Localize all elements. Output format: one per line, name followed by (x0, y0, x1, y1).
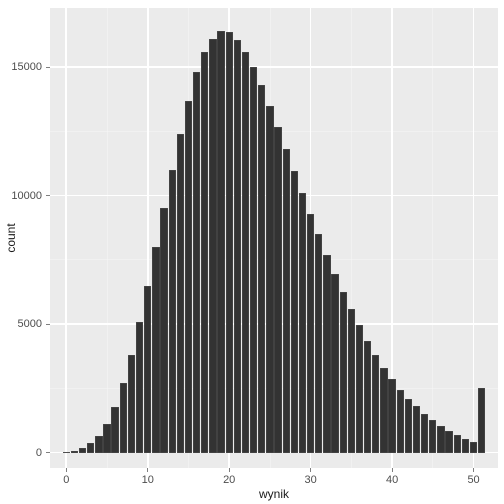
histogram-bar (71, 451, 78, 453)
y-tick-label: 15000 (0, 61, 42, 73)
histogram-bar (136, 322, 143, 453)
histogram-bar (388, 379, 395, 452)
histogram-bar (87, 443, 94, 452)
x-tick-mark (310, 468, 311, 472)
histogram-bar (274, 127, 281, 452)
y-axis-title: count (4, 223, 18, 252)
histogram-bar (242, 52, 249, 453)
histogram-bar (234, 40, 241, 452)
x-tick-label: 50 (467, 474, 479, 486)
histogram-bar (79, 448, 86, 452)
histogram-bar (454, 435, 461, 452)
x-tick-mark (392, 468, 393, 472)
x-tick-mark (473, 468, 474, 472)
x-tick-label: 0 (63, 474, 69, 486)
x-tick-label: 30 (305, 474, 317, 486)
histogram-bar (144, 286, 151, 453)
histogram-bar (323, 255, 330, 453)
histogram-bar (462, 439, 469, 453)
histogram-bar (307, 214, 314, 453)
y-tick-label: 5000 (0, 318, 42, 330)
histogram-bar (291, 171, 298, 452)
histogram-bar (128, 355, 135, 453)
histogram-bar (120, 383, 127, 452)
histogram-bar (413, 406, 420, 452)
histogram-bar (169, 170, 176, 453)
x-tick-label: 20 (223, 474, 235, 486)
histogram-bar (177, 134, 184, 453)
histogram-bar (103, 424, 110, 453)
histogram-bar (160, 208, 167, 452)
y-tick-mark (46, 195, 50, 196)
x-axis-title: wynik (259, 487, 289, 501)
gridline-x (65, 8, 67, 468)
chart-root: 0 5000 10000 15000 0 10 20 30 40 50 count wynik (0, 0, 504, 504)
histogram-bar (364, 341, 371, 453)
histogram-bar (315, 234, 322, 452)
gridline-x (432, 8, 433, 468)
histogram-bar (356, 325, 363, 452)
y-tick-label: 0 (0, 447, 42, 459)
histogram-bar (266, 106, 273, 453)
histogram-bar (340, 292, 347, 453)
histogram-bar (209, 39, 216, 453)
histogram-bar (470, 442, 477, 453)
histogram-bar (397, 390, 404, 453)
histogram-bar (283, 149, 290, 452)
x-tick-label: 10 (142, 474, 154, 486)
histogram-bar (429, 420, 436, 453)
histogram-bar (445, 431, 452, 453)
y-tick-mark (46, 67, 50, 68)
histogram-bar (437, 426, 444, 453)
histogram-bar (217, 31, 224, 452)
x-tick-label: 40 (386, 474, 398, 486)
x-tick-mark (66, 468, 67, 472)
histogram-bar (95, 436, 102, 453)
y-tick-mark (46, 324, 50, 325)
histogram-bar (331, 274, 338, 453)
histogram-bar (63, 452, 70, 453)
histogram-bar (152, 247, 159, 453)
histogram-bar (185, 101, 192, 453)
histogram-bar (201, 52, 208, 453)
histogram-bar (348, 309, 355, 453)
histogram-bar (478, 388, 485, 452)
gridline-y (50, 66, 498, 68)
x-tick-mark (147, 468, 148, 472)
histogram-bar (421, 414, 428, 453)
histogram-bar (258, 85, 265, 452)
gridline-x (107, 8, 108, 468)
histogram-bar (405, 399, 412, 453)
histogram-bar (250, 67, 257, 452)
gridline-x (473, 8, 475, 468)
x-tick-mark (229, 468, 230, 472)
histogram-bar (380, 368, 387, 453)
histogram-bar (226, 32, 233, 452)
y-tick-label: 10000 (0, 190, 42, 202)
histogram-bar (193, 72, 200, 452)
histogram-bar (299, 193, 306, 453)
histogram-bar (111, 407, 118, 453)
y-tick-mark (46, 452, 50, 453)
histogram-bar (372, 355, 379, 453)
